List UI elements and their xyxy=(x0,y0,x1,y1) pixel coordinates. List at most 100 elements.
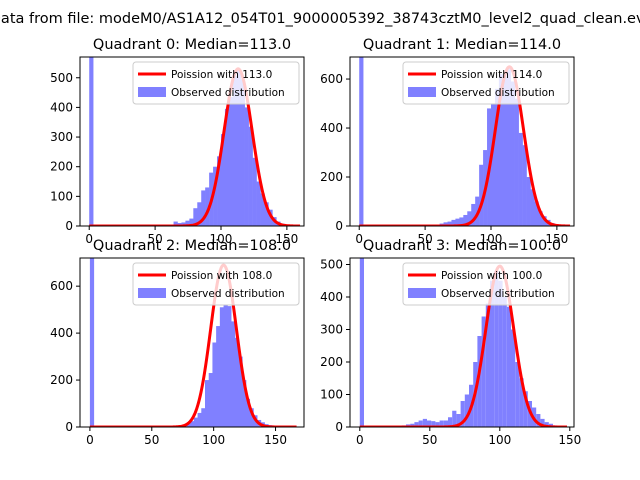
observed-bar xyxy=(248,126,253,226)
legend: Poission with 100.0 Observed distribution xyxy=(402,262,570,306)
x-tick-label: 0 xyxy=(85,232,93,246)
x-tick-label: 100 xyxy=(488,433,511,447)
observed-bar xyxy=(431,421,436,427)
observed-bar xyxy=(89,258,95,427)
observed-bar xyxy=(498,280,503,427)
y-tick-label: 0 xyxy=(65,420,73,434)
y-tick-label: 0 xyxy=(335,420,343,434)
observed-bar xyxy=(245,398,251,427)
observed-bar xyxy=(227,306,232,427)
observed-bar xyxy=(256,181,261,226)
panel-title: Quadrant 3: Median=100.0 xyxy=(363,238,561,254)
observed-bar xyxy=(522,145,527,226)
observed-bar xyxy=(452,410,457,427)
y-tick-label: 200 xyxy=(320,355,343,369)
quadrant-3-histogram: 0 50 100 150 0 100 200 300 400 500 Quadrant 3: Med… xyxy=(320,238,581,447)
observed-bar xyxy=(515,362,520,427)
observed-bar xyxy=(485,303,490,427)
axes-frame xyxy=(79,257,305,428)
legend-box xyxy=(132,61,300,105)
observed-bar xyxy=(185,220,190,226)
y-tick-label: 300 xyxy=(320,323,343,337)
observed-bar xyxy=(201,408,206,427)
observed-bar xyxy=(538,211,543,226)
legend: Poission with 113.0 Observed distribution xyxy=(132,61,300,105)
y-tick-label: 400 xyxy=(50,100,73,114)
legend-bar-swatch xyxy=(408,87,436,97)
quadrant-2-histogram: 0 50 100 150 0 200 400 600 Quadrant 2: Median=10… xyxy=(50,238,305,447)
x-tick-label: 0 xyxy=(355,232,363,246)
observed-bar xyxy=(439,420,444,427)
legend-box xyxy=(132,262,300,306)
observed-bar xyxy=(228,97,234,226)
legend-label-observed: Observed distribution xyxy=(171,288,285,300)
observed-bar xyxy=(506,306,511,427)
observed-bar xyxy=(244,107,249,226)
x-tick-label: 0 xyxy=(86,433,94,447)
observed-bar xyxy=(464,394,469,427)
y-tick-label: 200 xyxy=(320,170,343,184)
y-tick-label: 500 xyxy=(50,71,73,85)
plot-area xyxy=(89,258,297,427)
observed-bar xyxy=(236,68,242,226)
x-tick-label: 50 xyxy=(422,433,437,447)
legend-bar-swatch xyxy=(138,87,166,97)
panel-title: Quadrant 1: Median=114.0 xyxy=(363,37,561,53)
observed-bar xyxy=(240,79,245,226)
observed-bar xyxy=(193,417,199,427)
observed-bar xyxy=(447,221,452,226)
observed-bar xyxy=(230,321,236,427)
observed-bar xyxy=(451,219,456,226)
observed-bar xyxy=(212,342,217,427)
legend-label-poisson: Poission with 100.0 xyxy=(441,270,542,282)
observed-bar xyxy=(252,157,257,226)
legend-label-observed: Observed distribution xyxy=(441,288,555,300)
legend-box xyxy=(402,61,570,105)
observed-bar xyxy=(197,412,202,427)
x-tick-label: 150 xyxy=(275,232,298,246)
poisson-curve xyxy=(89,67,301,226)
observed-bar xyxy=(455,218,460,226)
observed-bar xyxy=(359,258,364,427)
observed-bar xyxy=(238,356,243,427)
observed-bar xyxy=(494,271,499,427)
observed-bar xyxy=(234,337,239,427)
x-tick-label: 0 xyxy=(356,433,364,447)
observed-bar xyxy=(443,222,448,226)
observed-bar xyxy=(463,214,468,226)
observed-bar xyxy=(544,422,549,427)
observed-bar xyxy=(530,189,535,226)
plot-area xyxy=(359,57,571,226)
observed-bar xyxy=(213,166,218,226)
poisson-curve xyxy=(359,65,571,226)
x-tick-label: 150 xyxy=(264,433,287,447)
y-tick-label: 600 xyxy=(50,279,73,293)
x-tick-label: 50 xyxy=(144,433,159,447)
x-tick-label: 50 xyxy=(147,232,162,246)
observed-bar xyxy=(456,414,461,427)
figure-suptitle: Data from file: modeM0/AS1A12_054T01_900… xyxy=(0,11,640,27)
observed-bar xyxy=(514,98,519,226)
observed-bar xyxy=(418,420,423,427)
legend-label-observed: Observed distribution xyxy=(171,87,285,99)
observed-bar xyxy=(208,373,213,427)
x-tick-label: 100 xyxy=(202,433,225,447)
observed-bar xyxy=(410,423,415,427)
observed-bar xyxy=(467,211,472,226)
quadrant-1-histogram: 0 50 100 150 0 200 400 600 Quadrant 1: Median=11… xyxy=(320,37,575,246)
observed-bar xyxy=(490,103,496,226)
poisson-curve xyxy=(89,263,297,427)
quadrant-0-histogram: 0 50 100 150 0 100 200 300 400 500 Quadrant 0: Med… xyxy=(50,37,305,246)
legend: Poission with 108.0 Observed distribution xyxy=(132,262,300,306)
legend-label-poisson: Poission with 114.0 xyxy=(441,69,542,81)
observed-bar xyxy=(197,202,202,226)
observed-bar xyxy=(448,417,453,427)
observed-bar xyxy=(205,187,210,226)
observed-bar xyxy=(526,177,531,226)
y-tick-label: 300 xyxy=(50,130,73,144)
y-tick-label: 400 xyxy=(320,290,343,304)
observed-bar xyxy=(502,297,507,427)
observed-bar xyxy=(506,66,512,226)
observed-bar xyxy=(216,326,221,427)
y-tick-label: 400 xyxy=(50,326,73,340)
